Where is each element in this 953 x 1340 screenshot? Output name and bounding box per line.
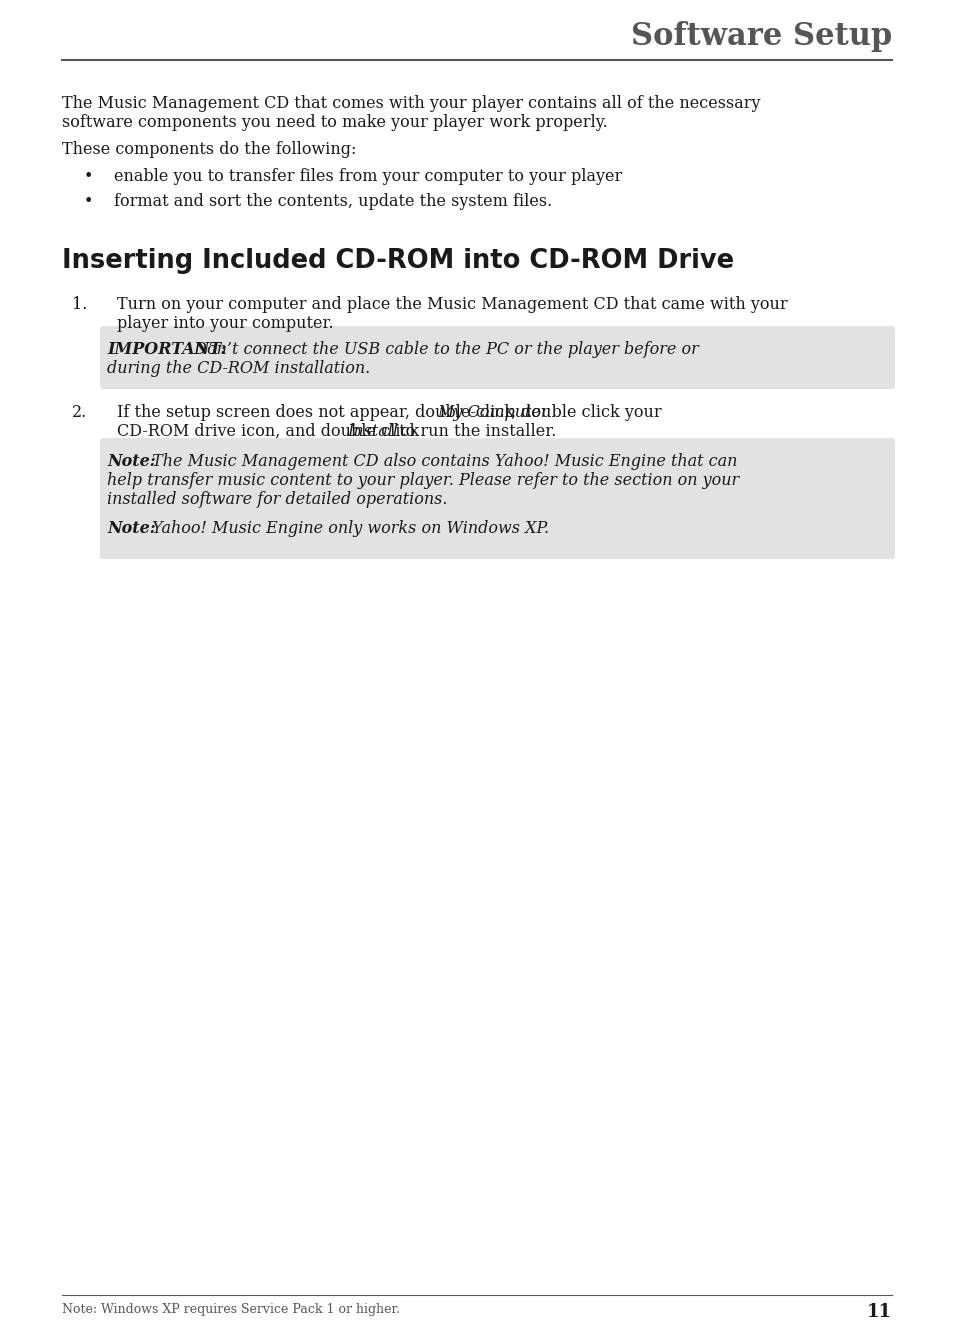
Text: help transfer music content to your player. Please refer to the section on your: help transfer music content to your play… [107, 472, 739, 489]
FancyBboxPatch shape [100, 326, 894, 389]
FancyBboxPatch shape [100, 438, 894, 559]
Text: Note:: Note: [107, 520, 155, 537]
Text: Note:: Note: [107, 453, 155, 470]
Text: 11: 11 [866, 1302, 891, 1321]
Text: The Music Management CD also contains Yahoo! Music Engine that can: The Music Management CD also contains Ya… [147, 453, 737, 470]
Text: to run the installer.: to run the installer. [394, 423, 557, 440]
Text: software components you need to make your player work properly.: software components you need to make you… [62, 114, 607, 131]
Text: Turn on your computer and place the Music Management CD that came with your: Turn on your computer and place the Musi… [117, 296, 787, 314]
Text: 2.: 2. [71, 403, 87, 421]
Text: The Music Management CD that comes with your player contains all of the necessar: The Music Management CD that comes with … [62, 95, 760, 113]
Text: •: • [84, 168, 93, 185]
Text: , double click your: , double click your [511, 403, 660, 421]
Text: Note: Windows XP requires Service Pack 1 or higher.: Note: Windows XP requires Service Pack 1… [62, 1302, 399, 1316]
Text: during the CD-ROM installation.: during the CD-ROM installation. [107, 360, 370, 377]
Text: IMPORTANT:: IMPORTANT: [107, 340, 226, 358]
Text: My Computer: My Computer [436, 403, 548, 421]
Text: Don’t connect the USB cable to the PC or the player before or: Don’t connect the USB cable to the PC or… [189, 340, 698, 358]
Text: Yahoo! Music Engine only works on Windows XP.: Yahoo! Music Engine only works on Window… [147, 520, 549, 537]
Text: Install: Install [347, 423, 398, 440]
Text: Inserting Included CD-ROM into CD-ROM Drive: Inserting Included CD-ROM into CD-ROM Dr… [62, 248, 734, 273]
Text: 1.: 1. [71, 296, 88, 314]
Text: These components do the following:: These components do the following: [62, 141, 356, 158]
Text: •: • [84, 193, 93, 210]
Text: installed software for detailed operations.: installed software for detailed operatio… [107, 490, 447, 508]
Text: enable you to transfer files from your computer to your player: enable you to transfer files from your c… [113, 168, 621, 185]
Text: Software Setup: Software Setup [630, 21, 891, 52]
Text: format and sort the contents, update the system files.: format and sort the contents, update the… [113, 193, 552, 210]
Text: If the setup screen does not appear, double-click: If the setup screen does not appear, dou… [117, 403, 518, 421]
Text: CD-ROM drive icon, and double click: CD-ROM drive icon, and double click [117, 423, 424, 440]
Text: player into your computer.: player into your computer. [117, 315, 334, 332]
